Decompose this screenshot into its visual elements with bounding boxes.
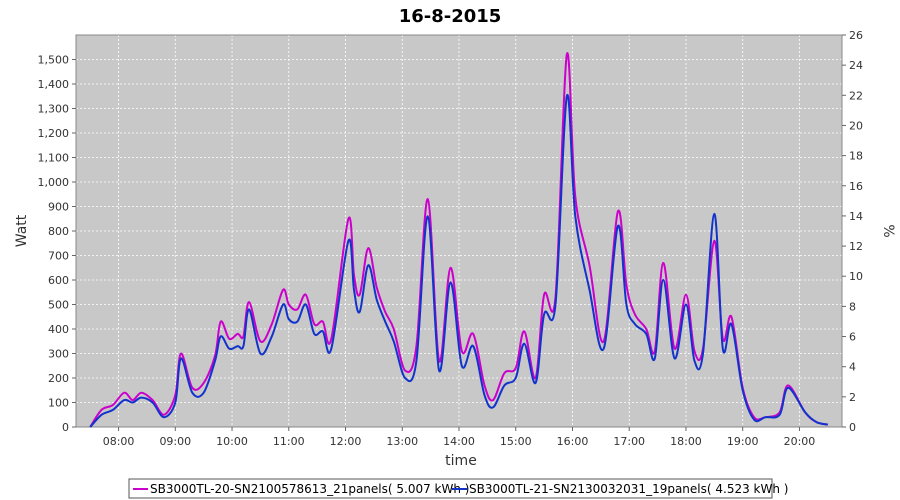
x-tick-label: 18:00 <box>670 435 702 448</box>
y-tick-label: 1,000 <box>38 176 70 189</box>
y2-tick-label: 18 <box>849 150 863 163</box>
y-tick-label: 100 <box>48 397 69 410</box>
y-tick-label: 500 <box>48 299 69 312</box>
chart-title: 16-8-2015 <box>399 6 502 27</box>
y2-tick-label: 24 <box>849 59 863 72</box>
y-tick-label: 800 <box>48 225 69 238</box>
y-tick-label: 1,200 <box>38 127 70 140</box>
y2-tick-label: 8 <box>849 300 856 313</box>
series-line-2 <box>89 93 829 428</box>
y-tick-label: 0 <box>62 421 69 434</box>
x-tick-label: 14:00 <box>443 435 475 448</box>
x-tick-label: 13:00 <box>386 435 418 448</box>
y-tick-label: 400 <box>48 323 69 336</box>
x-tick-label: 19:00 <box>727 435 759 448</box>
legend-label-series-1: SB3000TL-20-SN2100578613_21panels( 5.007… <box>150 482 469 496</box>
legend: SB3000TL-20-SN2100578613_21panels( 5.007… <box>128 478 788 499</box>
y2-tick-label: 20 <box>849 119 863 132</box>
y-tick-label: 600 <box>48 274 69 287</box>
y2-tick-label: 16 <box>849 180 863 193</box>
y2-tick-label: 2 <box>849 391 856 404</box>
x-tick-label: 11:00 <box>273 435 305 448</box>
y-tick-label: 1,500 <box>38 54 70 67</box>
x-tick-label: 10:00 <box>216 435 248 448</box>
y2-tick-label: 0 <box>849 421 856 434</box>
x-tick-label: 12:00 <box>330 435 362 448</box>
y-tick-label: 1,300 <box>38 103 70 116</box>
y2-tick-label: 22 <box>849 89 863 102</box>
y-axis-title: Watt <box>14 214 30 247</box>
y-tick-label: 300 <box>48 348 69 361</box>
y2-tick-label: 14 <box>849 210 863 223</box>
y-tick-label: 200 <box>48 372 69 385</box>
y2-tick-label: 12 <box>849 240 863 253</box>
x-tick-label: 17:00 <box>613 435 645 448</box>
y-tick-label: 1,100 <box>38 152 70 165</box>
y-tick-label: 1,400 <box>38 78 70 91</box>
y2-tick-label: 10 <box>849 270 863 283</box>
x-tick-label: 08:00 <box>103 435 135 448</box>
y-tick-label: 700 <box>48 250 69 263</box>
series-layer <box>89 52 829 428</box>
x-tick-label: 15:00 <box>500 435 532 448</box>
y2-tick-label: 6 <box>849 331 856 344</box>
y2-tick-label: 4 <box>849 361 856 374</box>
x-tick-label: 09:00 <box>159 435 191 448</box>
series-line-1 <box>89 52 829 428</box>
y2-axis-title: % <box>880 224 896 237</box>
x-axis-title: time <box>445 453 477 469</box>
x-axis-ticks: 08:00 09:00 10:00 11:00 12:00 13:00 14:00 15:00… <box>103 427 816 448</box>
y-tick-label: 900 <box>48 201 69 214</box>
x-tick-label: 16:00 <box>557 435 589 448</box>
legend-box <box>128 478 773 499</box>
y2-tick-label: 26 <box>849 29 863 42</box>
y-axis-ticks: 0 100 200 300 400 500 600 700 800 900 1,000 1,100 1,… <box>38 54 76 434</box>
x-tick-label: 20:00 <box>784 435 816 448</box>
legend-label-series-2: SB3000TL-21-SN2130032031_19panels( 4.523… <box>469 482 788 496</box>
